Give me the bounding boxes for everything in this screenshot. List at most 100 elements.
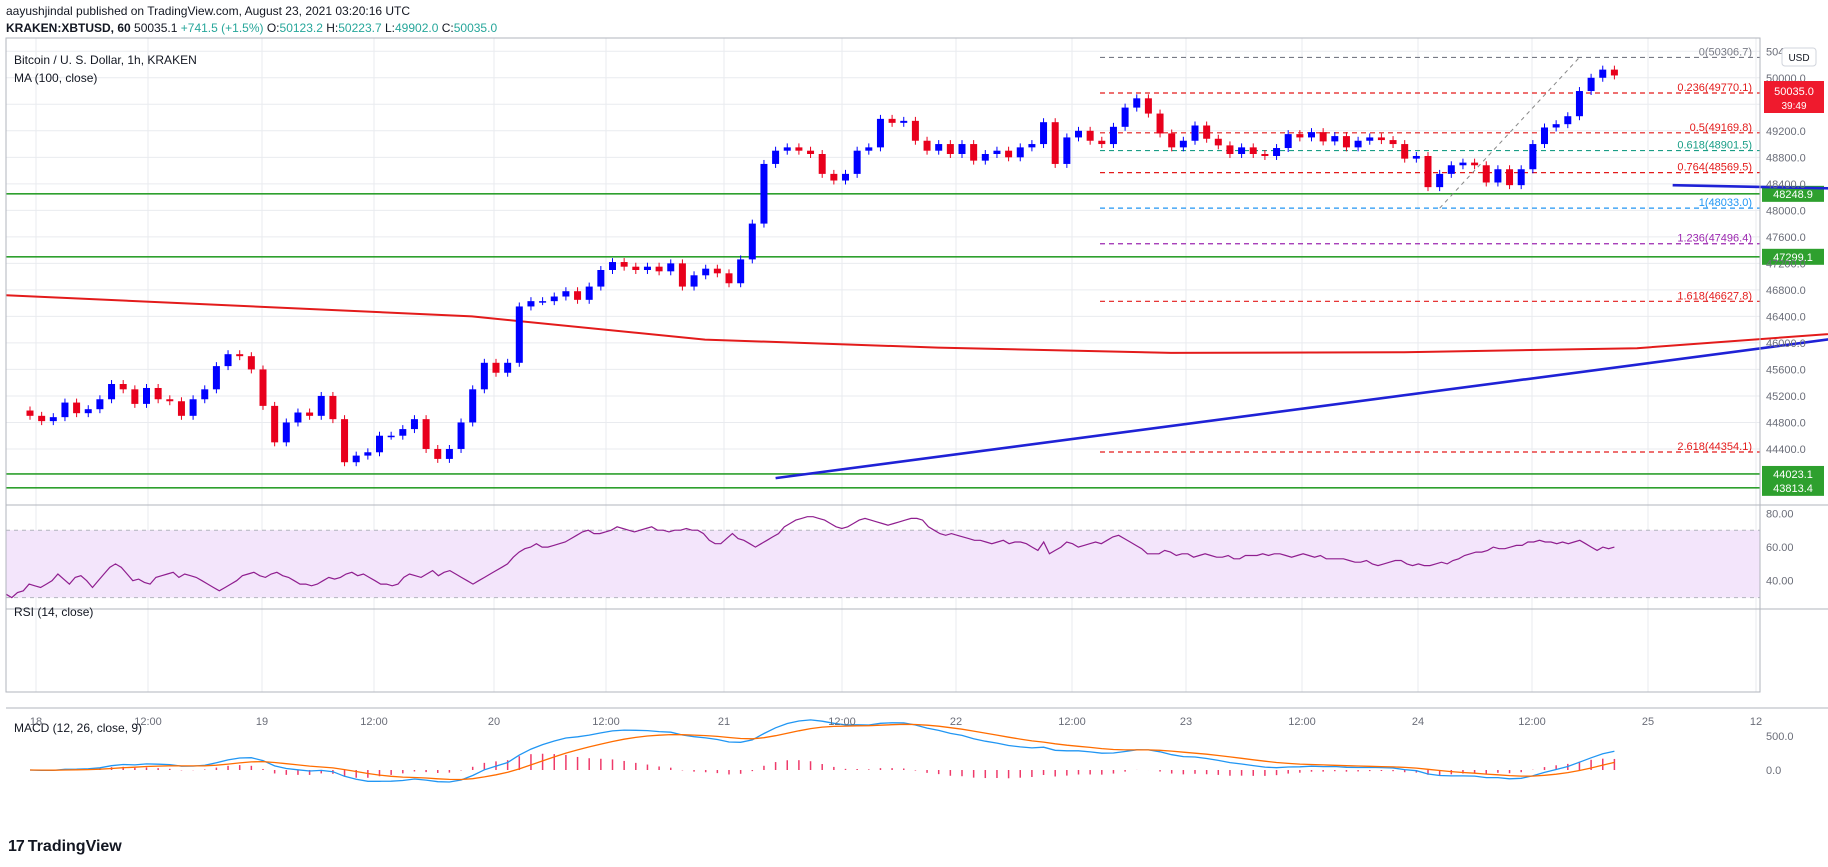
candle-body bbox=[189, 399, 197, 416]
candle-up bbox=[1564, 112, 1572, 129]
candle-up bbox=[387, 431, 395, 440]
y-tick-label: 44400.0 bbox=[1766, 444, 1806, 456]
candle-up bbox=[96, 395, 104, 414]
x-tick-label: 24 bbox=[1412, 716, 1424, 728]
candle-down bbox=[341, 415, 349, 467]
candle-down bbox=[911, 116, 919, 145]
candle-body bbox=[1028, 144, 1036, 148]
fib-level-label: 0(50306.7) bbox=[1699, 46, 1752, 58]
candle-up bbox=[876, 114, 884, 152]
level-badge-label: 44023.1 bbox=[1773, 469, 1813, 481]
candle-body bbox=[1506, 169, 1514, 186]
candle-body bbox=[364, 452, 372, 456]
candle-down bbox=[306, 408, 314, 420]
candle-up bbox=[900, 116, 908, 127]
candle-body bbox=[271, 405, 279, 443]
candle-body bbox=[247, 356, 255, 370]
candle-up bbox=[1121, 103, 1129, 131]
y-tick-label: 45600.0 bbox=[1766, 364, 1806, 376]
candle-body bbox=[317, 395, 325, 416]
candle-down bbox=[1377, 133, 1385, 145]
candle-body bbox=[119, 384, 127, 390]
candle-body bbox=[1144, 98, 1152, 114]
candle-up bbox=[224, 350, 232, 371]
candle-body bbox=[725, 273, 733, 284]
candle-down bbox=[1389, 136, 1397, 149]
candle-body bbox=[177, 401, 185, 416]
candle-up bbox=[189, 395, 197, 420]
candle-body bbox=[1261, 154, 1269, 156]
candle-body bbox=[655, 266, 663, 272]
candle-body bbox=[1529, 144, 1537, 170]
candle-up bbox=[1494, 165, 1502, 187]
candle-body bbox=[585, 286, 593, 300]
tv-logo-icon: 17 bbox=[8, 838, 25, 855]
candle-body bbox=[1133, 98, 1141, 108]
rsi-tick-label: 40.00 bbox=[1766, 576, 1794, 588]
candle-body bbox=[492, 362, 500, 373]
fib-anchor-line bbox=[1439, 57, 1580, 209]
candle-body bbox=[1517, 169, 1525, 186]
candle-body bbox=[1354, 140, 1362, 148]
currency-button[interactable]: USD bbox=[1781, 47, 1817, 67]
candle-body bbox=[970, 144, 978, 161]
candle-body bbox=[795, 147, 803, 151]
y-tick-label: 46400.0 bbox=[1766, 311, 1806, 323]
candle-down bbox=[1471, 158, 1479, 170]
candle-body bbox=[958, 144, 966, 154]
candle-up bbox=[585, 282, 593, 304]
rsi-pane: 80.00 60.00 40.00 bbox=[5, 508, 1794, 599]
candle-down bbox=[1424, 152, 1432, 192]
candle-body bbox=[981, 154, 989, 161]
candle-up bbox=[1191, 121, 1199, 145]
candle-body bbox=[1109, 126, 1117, 145]
candle-up bbox=[690, 271, 698, 291]
high-label: H: bbox=[326, 21, 339, 35]
ma-100-path bbox=[5, 294, 1828, 354]
candle-body bbox=[49, 417, 57, 422]
candle-down bbox=[1168, 129, 1176, 152]
candle-up bbox=[550, 292, 558, 306]
candle-body bbox=[923, 140, 931, 151]
candle-up bbox=[108, 380, 116, 404]
axes: 50400.050000.049600.049200.048800.048400… bbox=[5, 37, 1828, 728]
candle-up bbox=[1109, 122, 1117, 149]
candle-up bbox=[1354, 136, 1362, 152]
candle-body bbox=[376, 435, 383, 453]
candle-body bbox=[911, 120, 919, 141]
x-tick-label: 12:00 bbox=[592, 716, 620, 728]
candle-up bbox=[294, 408, 302, 427]
x-tick-label: 19 bbox=[256, 716, 268, 728]
candle-down bbox=[166, 395, 174, 406]
x-tick-label: 20 bbox=[488, 716, 500, 728]
candle-down bbox=[434, 444, 442, 463]
candle-up bbox=[1587, 73, 1595, 96]
open-value: 50123.2 bbox=[279, 21, 323, 35]
x-tick-label: 12:00 bbox=[828, 716, 856, 728]
candle-body bbox=[946, 144, 954, 154]
candle-up bbox=[527, 297, 535, 311]
candle-body bbox=[1284, 134, 1292, 149]
candle-up bbox=[317, 391, 325, 420]
candles bbox=[26, 65, 1618, 467]
candle-body bbox=[1459, 162, 1467, 166]
candle-body bbox=[166, 399, 174, 402]
candle-up bbox=[539, 297, 547, 306]
y-tick-label: 48400.0 bbox=[1766, 179, 1806, 191]
fib-level-label: 1.618(46627.8) bbox=[1677, 290, 1752, 302]
candle-up bbox=[1179, 136, 1187, 152]
rsi-tick-label: 60.00 bbox=[1766, 542, 1794, 554]
candle-down bbox=[574, 287, 582, 304]
x-tick-label: 25 bbox=[1642, 716, 1654, 728]
candle-up bbox=[504, 358, 512, 377]
candle-down bbox=[1144, 94, 1152, 118]
candle-body bbox=[1273, 148, 1281, 156]
candle-body bbox=[748, 223, 756, 260]
candle-body bbox=[597, 270, 605, 287]
candle-body bbox=[1016, 147, 1024, 158]
candle-up bbox=[1133, 94, 1141, 112]
candle-up bbox=[1412, 152, 1420, 163]
tradingview-logo[interactable]: 17 TradingView bbox=[8, 838, 122, 856]
candle-body bbox=[1424, 155, 1432, 188]
